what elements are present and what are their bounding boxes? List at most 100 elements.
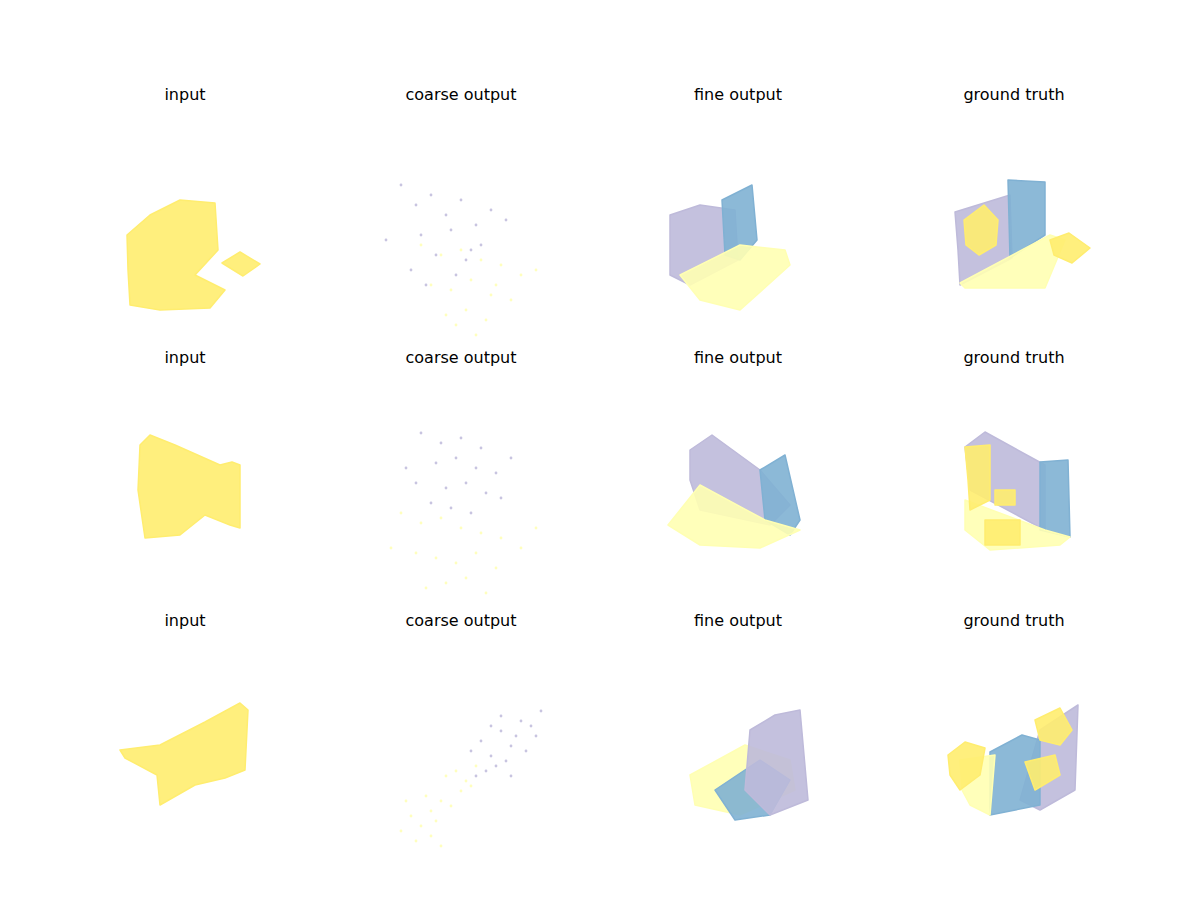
panel: coarse output	[385, 85, 538, 336]
plot-area	[948, 705, 1078, 815]
point	[410, 269, 413, 272]
background	[0, 0, 1200, 900]
figure: input coarse output fine output ground trut…	[0, 0, 1200, 900]
point	[420, 234, 423, 237]
point-cloud-region	[222, 252, 260, 276]
point	[450, 507, 453, 510]
point	[480, 447, 483, 450]
plot-area	[955, 180, 1090, 288]
point-cloud-region	[965, 445, 990, 510]
point	[500, 537, 503, 540]
point	[465, 780, 468, 783]
point	[425, 795, 428, 798]
plot-area	[965, 432, 1070, 550]
panel: input	[127, 85, 260, 310]
point	[420, 432, 423, 435]
panel: coarse output	[390, 348, 538, 594]
point	[475, 224, 478, 227]
point	[475, 765, 478, 768]
point	[420, 522, 423, 525]
panel-title: fine output	[694, 85, 782, 104]
point	[440, 845, 443, 848]
point	[510, 299, 513, 302]
point	[475, 552, 478, 555]
point	[475, 334, 478, 337]
point	[430, 502, 433, 505]
point	[445, 314, 448, 317]
point	[510, 745, 513, 748]
panel-title: coarse output	[405, 348, 516, 367]
point-cloud-region	[964, 205, 998, 255]
point	[435, 557, 438, 560]
point	[485, 770, 488, 773]
point	[455, 770, 458, 773]
panel: fine output	[668, 348, 800, 548]
point	[490, 755, 493, 758]
point-cloud-region	[745, 710, 808, 815]
point	[525, 750, 528, 753]
panel: ground truth	[955, 85, 1090, 288]
point	[480, 740, 483, 743]
point-cloud-region	[1040, 460, 1070, 537]
point	[390, 547, 393, 550]
point	[490, 725, 493, 728]
point	[485, 592, 488, 595]
panel: fine output	[690, 611, 808, 820]
point-cloud-region	[1050, 233, 1090, 263]
point	[480, 532, 483, 535]
panel: ground truth	[963, 348, 1070, 550]
point	[475, 775, 478, 778]
point	[470, 279, 473, 282]
point	[470, 785, 473, 788]
point	[430, 810, 433, 813]
point	[450, 289, 453, 292]
point	[445, 214, 448, 217]
point	[410, 815, 413, 818]
point	[510, 775, 513, 778]
point	[400, 184, 403, 187]
point-cloud-region	[985, 520, 1020, 545]
point-cloud-region	[1025, 755, 1060, 790]
plot-area	[127, 200, 260, 310]
point	[485, 319, 488, 322]
point-cloud-region	[965, 500, 1070, 550]
plot-area	[400, 710, 543, 848]
point	[490, 294, 493, 297]
point	[430, 835, 433, 838]
point	[505, 219, 508, 222]
point	[430, 284, 433, 287]
point	[450, 229, 453, 232]
point	[515, 735, 518, 738]
panel-title: input	[164, 348, 205, 367]
panel-title: fine output	[694, 348, 782, 367]
point-cloud-region	[1035, 708, 1072, 745]
point	[540, 710, 543, 713]
point	[455, 562, 458, 565]
point	[535, 269, 538, 272]
point	[445, 582, 448, 585]
point	[460, 790, 463, 793]
point	[415, 204, 418, 207]
point	[430, 194, 433, 197]
point	[425, 284, 428, 287]
point	[415, 482, 418, 485]
point	[535, 527, 538, 530]
point	[470, 750, 473, 753]
point	[520, 274, 523, 277]
point	[460, 437, 463, 440]
plot-area	[670, 185, 790, 310]
point	[455, 324, 458, 327]
point	[495, 765, 498, 768]
point	[420, 825, 423, 828]
point	[400, 512, 403, 515]
point	[385, 239, 388, 242]
point	[510, 457, 513, 460]
point-cloud-region	[138, 435, 240, 538]
point	[435, 820, 438, 823]
panel-title: ground truth	[963, 611, 1064, 630]
point-cloud-region	[127, 200, 225, 310]
panel: ground truth	[948, 611, 1078, 815]
panel-title: ground truth	[963, 85, 1064, 104]
point	[440, 517, 443, 520]
point	[535, 735, 538, 738]
